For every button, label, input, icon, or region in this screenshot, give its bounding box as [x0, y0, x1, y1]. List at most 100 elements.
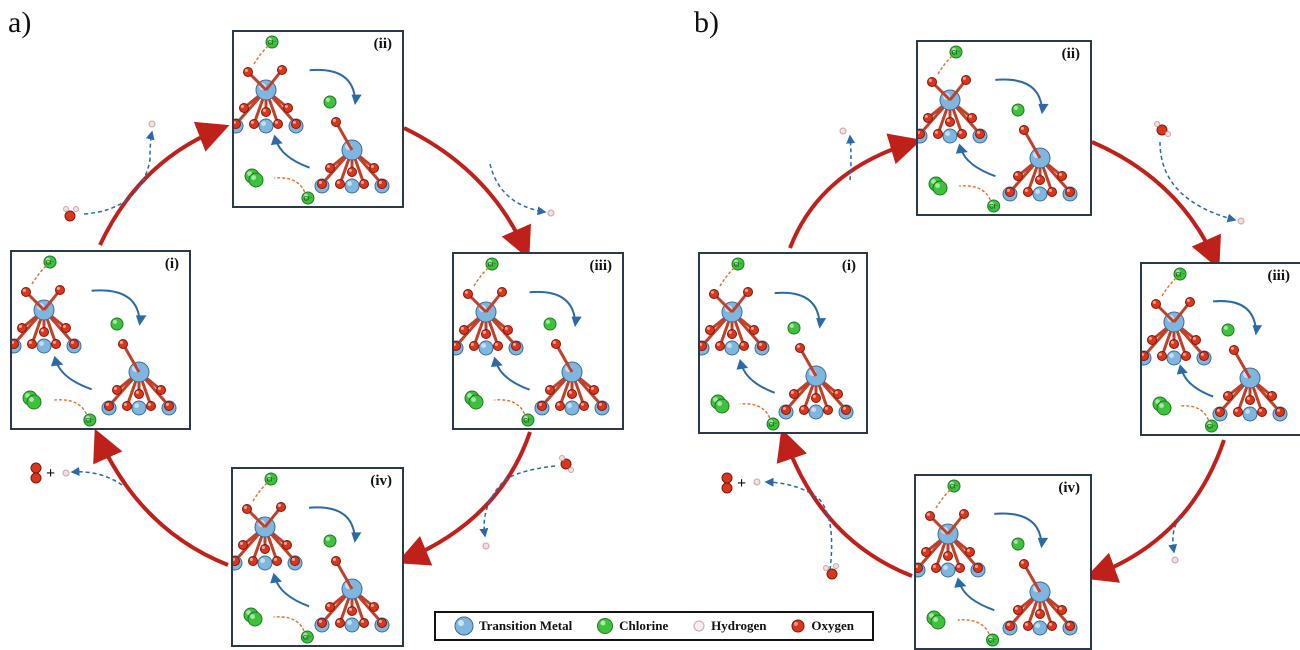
oxygen-atom: [1057, 605, 1067, 615]
oxygen-atom: [335, 618, 345, 628]
oxygen-atom: [243, 67, 253, 77]
oxygen-atom: [503, 325, 513, 335]
transition-metal-atom: [808, 404, 824, 420]
oxygen-atom: [1019, 559, 1029, 569]
svg-text:Cl⁻: Cl⁻: [1176, 273, 1185, 279]
hydrogen-ion-icon: [547, 209, 555, 217]
cycle-arrow-a-4: [93, 428, 229, 567]
cycle-arrow-a-3: [396, 431, 532, 566]
oxygen-atom: [347, 606, 357, 616]
transition-metal-atom: [1166, 350, 1182, 366]
chlorine-molecule: [468, 394, 484, 410]
chlorine-atom: [787, 321, 801, 335]
oxygen-atom: [260, 544, 270, 554]
oxygen-atom: [273, 119, 283, 129]
hydrogen-ion-icon: [1171, 556, 1179, 564]
cycle-arrow-b-3: [1084, 439, 1226, 583]
step-box-a-1: Cl⁻ Cl⁻ (i): [10, 250, 191, 430]
oxygen-atom: [459, 325, 469, 335]
step-illustration: Cl⁻ Cl⁻: [916, 479, 1078, 647]
svg-text:Cl⁻: Cl⁻: [1207, 425, 1216, 431]
oxygen-atom: [61, 323, 71, 333]
step-label: (iv): [1058, 480, 1080, 496]
oxygen-atom: [1245, 395, 1255, 405]
oxygen-atom: [1199, 351, 1209, 361]
oxygen-atom: [537, 401, 547, 411]
step-illustration: Cl⁻ Cl⁻: [454, 257, 610, 427]
oxygen-atom: [233, 556, 240, 566]
transition-metal-atom: [940, 562, 956, 578]
oxygen-atom: [377, 618, 387, 628]
oxygen-atom: [276, 502, 286, 512]
oxygen-atom: [104, 401, 114, 411]
transition-metal-atom: [942, 128, 958, 144]
oxygen-atom: [1057, 171, 1067, 181]
panel-label-a: a): [8, 6, 32, 39]
plus-sign-b: +: [737, 475, 746, 492]
step-box-b-3: Cl⁻ Cl⁻ (iii): [1140, 262, 1300, 436]
chlorine-molecule: [932, 180, 948, 196]
oxygen-atom: [1142, 351, 1149, 361]
transition-metal-sphere-icon: [454, 616, 474, 636]
oxygen-atom: [317, 618, 327, 628]
oxygen-atom: [967, 113, 977, 123]
chlorine-atom: [323, 95, 337, 109]
oxygen-atom: [291, 119, 301, 129]
oxygen-atom: [55, 285, 65, 295]
hydrogen-sphere-icon: [693, 620, 705, 632]
oxygen-atom: [975, 129, 985, 139]
oxygen-atom: [961, 75, 971, 85]
chlorine-molecule: [1156, 400, 1172, 416]
oxygen-atom: [789, 389, 799, 399]
oxygen-atom: [781, 405, 791, 415]
oxygen-atom: [1181, 351, 1191, 361]
transition-metal-atom: [257, 555, 273, 571]
oxygen-atom: [799, 405, 809, 415]
step-box-b-4: Cl⁻ Cl⁻ (iv): [914, 474, 1092, 650]
oxygen-atom: [27, 339, 37, 349]
transition-metal-atom: [1032, 186, 1048, 202]
svg-text:Cl⁻: Cl⁻: [268, 41, 277, 47]
chlorine-atom: [1011, 537, 1025, 551]
chlorine-atom: [543, 317, 557, 331]
svg-text:Cl⁻: Cl⁻: [523, 419, 532, 425]
step-label: (iv): [370, 473, 392, 489]
oxygen-atom: [567, 389, 577, 399]
step-illustration: Cl⁻ Cl⁻: [918, 45, 1078, 213]
oxygen-atom: [1019, 125, 1029, 135]
cycle-arrow-b-2: [1091, 140, 1221, 270]
transition-metal-atom: [1032, 620, 1048, 636]
panel-label-b: b): [694, 6, 719, 39]
oxygen-atom: [122, 401, 132, 411]
step-box-b-2: Cl⁻ Cl⁻ (ii): [916, 40, 1092, 216]
oxygen-atom: [1169, 339, 1179, 349]
transition-metal-atom: [344, 178, 360, 194]
oxygen-atom: [347, 167, 357, 177]
oxygen-atom: [705, 325, 715, 335]
oxygen-atom: [463, 289, 473, 299]
oxygen-atom: [134, 389, 144, 399]
oxygen-atom: [317, 179, 327, 189]
oxygen-atom: [283, 103, 293, 113]
oxygen-atom: [727, 329, 737, 339]
step-box-b-1: Cl⁻ Cl⁻ (i): [698, 252, 868, 434]
oxygen-atom: [369, 602, 379, 612]
chlorine-molecule: [930, 614, 946, 630]
oxygen-atom: [277, 65, 287, 75]
oxygen-atom: [1023, 187, 1033, 197]
chlorine-molecule: [26, 394, 42, 410]
legend-label: Oxygen: [811, 618, 855, 633]
oxygen-atom: [931, 563, 941, 573]
step-illustration: Cl⁻ Cl⁻: [1142, 267, 1288, 433]
oxygen-sphere-icon: [791, 619, 805, 633]
svg-text:Cl⁻: Cl⁻: [988, 639, 997, 645]
oxygen-atom: [1157, 351, 1167, 361]
oxygen-atom: [597, 401, 607, 411]
chlorine-atom: [323, 534, 337, 548]
water-molecule-icon: [1154, 121, 1171, 137]
oxygen-atom: [841, 405, 851, 415]
svg-text:Cl⁻: Cl⁻: [734, 263, 743, 269]
oxygen-atom: [1151, 299, 1161, 309]
legend: Transition Metal Chlorine Hydrogen Oxyge…: [434, 611, 874, 641]
